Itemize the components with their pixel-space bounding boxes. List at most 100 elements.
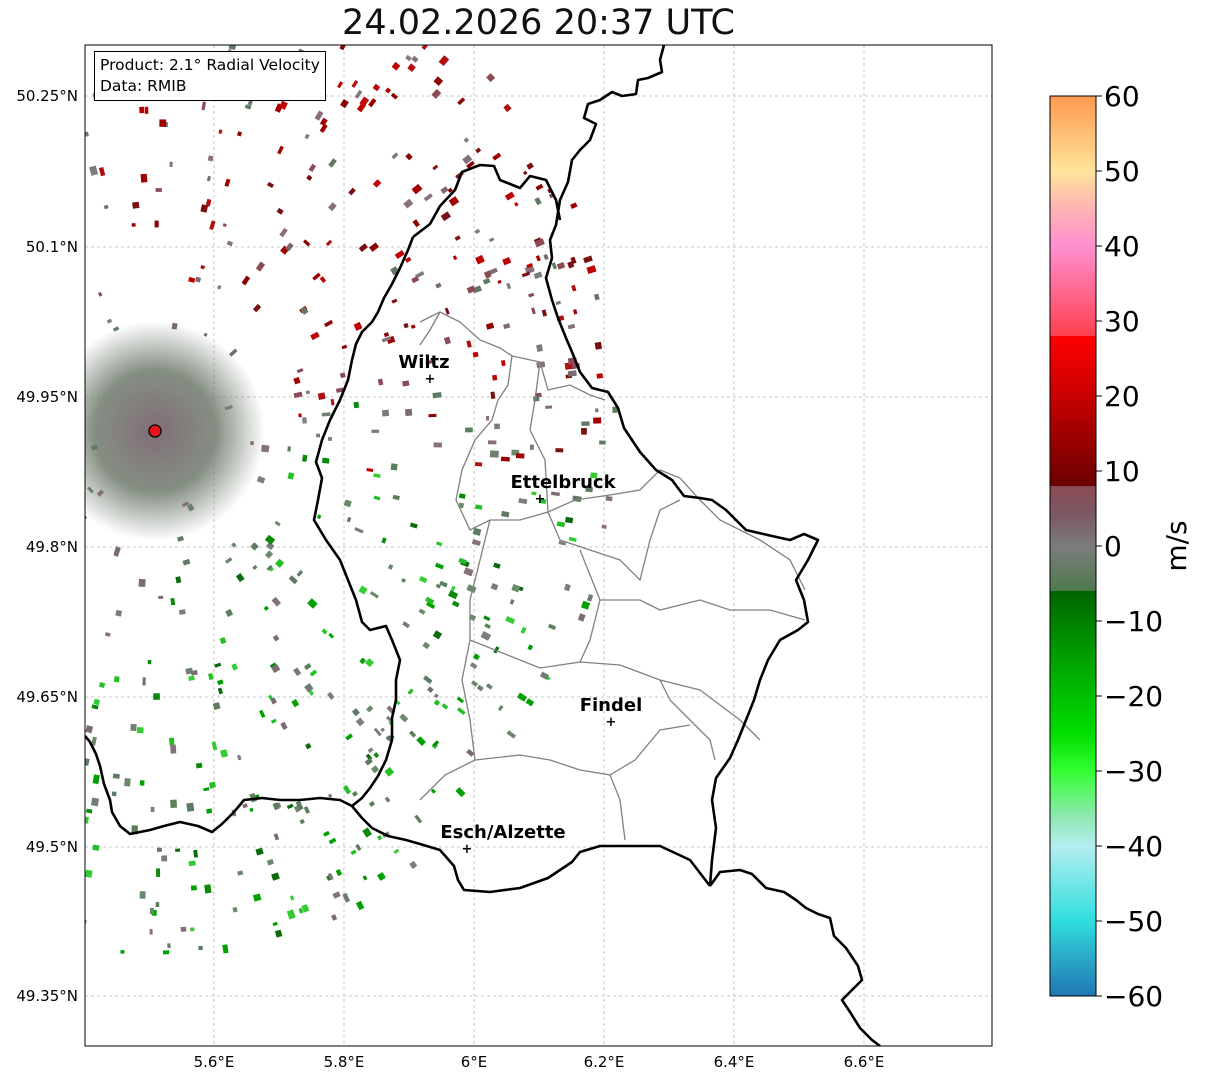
echo-pixel <box>85 725 94 734</box>
echo-pixel <box>520 626 527 634</box>
echo-pixel <box>599 440 606 445</box>
echo-pixel <box>190 927 195 932</box>
echo-pixel <box>200 264 206 270</box>
echo-pixel <box>328 202 337 212</box>
echo-pixel <box>272 634 280 642</box>
echo-pixel <box>433 693 439 699</box>
echo-pixel <box>242 803 248 809</box>
echo-pixel <box>594 341 603 350</box>
colorbar-tick-label: −10 <box>1104 605 1163 638</box>
echo-pixel <box>443 336 451 345</box>
echo-pixel <box>487 440 497 445</box>
echo-pixel <box>328 837 337 845</box>
echo-pixel <box>418 575 428 584</box>
echo-pixel <box>170 799 178 809</box>
echo-pixel <box>434 562 445 570</box>
city-markers: Wiltz + Ettelbruck + Findel + Esch/Alzet… <box>398 352 642 857</box>
echo-pixel <box>414 814 423 824</box>
echo-pixel <box>327 437 332 441</box>
echo-pixel <box>339 372 346 379</box>
echo-pixel <box>556 262 566 270</box>
echo-pixel <box>142 677 146 686</box>
echo-pixel <box>139 106 145 114</box>
echo-pixel <box>469 662 478 670</box>
echo-pixel <box>327 872 334 881</box>
echo-pixel <box>372 179 382 188</box>
echo-pixel <box>232 907 238 913</box>
echo-pixel <box>180 926 187 932</box>
echo-pixel <box>380 727 385 733</box>
echo-pixel <box>362 875 368 881</box>
echo-pixel <box>556 521 566 528</box>
echo-pixel <box>319 117 328 127</box>
echo-pixel <box>410 324 416 329</box>
echo-pixel <box>136 727 144 734</box>
city-cross-icon: + <box>462 842 473 857</box>
echo-pixel <box>249 807 254 812</box>
echo-pixel <box>424 596 435 605</box>
echo-pixel <box>526 262 533 269</box>
echo-pixel <box>506 730 517 739</box>
echo-pixel <box>405 54 412 62</box>
city-findel: Findel + <box>580 695 643 730</box>
echo-pixel <box>96 489 105 497</box>
echo-pixel <box>472 351 479 358</box>
echo-pixel <box>369 591 379 599</box>
echo-pixel <box>321 628 328 635</box>
echo-pixel <box>384 767 395 777</box>
echo-pixel <box>103 204 109 210</box>
echo-pixel <box>250 542 259 551</box>
echo-pixel <box>605 495 613 502</box>
echo-pixel <box>309 669 318 677</box>
echo-pixel <box>170 597 176 606</box>
echo-pixel <box>534 197 542 206</box>
echo-pixel <box>217 284 222 290</box>
echo-pixel <box>393 848 400 854</box>
echo-pixel <box>188 860 196 867</box>
echo-pixel <box>224 178 231 187</box>
echo-pixel <box>475 254 485 265</box>
echo-pixel <box>342 785 352 795</box>
echo-pixel <box>149 907 155 915</box>
echo-pixel <box>581 600 591 610</box>
echo-pixel <box>205 198 212 207</box>
echo-pixel <box>113 547 121 557</box>
echo-pixel <box>293 805 301 813</box>
echo-pixel <box>433 76 444 86</box>
echo-pixel <box>350 849 357 856</box>
echo-pixel <box>255 847 264 856</box>
echo-pixel <box>427 686 434 693</box>
lat-tick-label: 49.5°N <box>26 838 78 856</box>
echo-pixel <box>217 687 224 695</box>
echo-pixel <box>93 698 100 706</box>
echo-pixel <box>193 849 199 858</box>
echo-pixel <box>411 183 423 195</box>
echo-pixel <box>169 161 173 168</box>
echo-pixel <box>264 550 274 559</box>
echo-pixel <box>91 444 98 451</box>
echo-pixel <box>268 694 273 700</box>
echo-pixel <box>505 615 516 625</box>
echo-pixel <box>355 717 365 727</box>
echo-pixel <box>539 671 550 680</box>
map-plot-area <box>85 45 992 1046</box>
echo-pixel <box>490 391 496 399</box>
echo-pixel <box>362 827 373 838</box>
echo-pixel <box>308 163 317 172</box>
echo-pixel <box>593 417 602 424</box>
echo-pixel <box>295 800 304 811</box>
echo-pixel <box>466 285 476 294</box>
echo-pixel <box>301 904 310 913</box>
echo-pixel <box>85 131 89 137</box>
echo-pixel <box>287 446 291 452</box>
echo-pixel <box>433 442 442 448</box>
echo-pixel <box>266 564 273 572</box>
echo-pixel <box>291 699 300 708</box>
echo-pixel <box>531 307 536 315</box>
map-title: 24.02.2026 20:37 UTC <box>342 3 735 43</box>
radar-core-echo <box>85 321 265 541</box>
product-label: Product: 2.1° Radial Velocity <box>100 56 320 74</box>
echo-pixel <box>422 641 431 650</box>
echo-pixel <box>366 705 374 713</box>
echo-pixel <box>451 600 460 608</box>
